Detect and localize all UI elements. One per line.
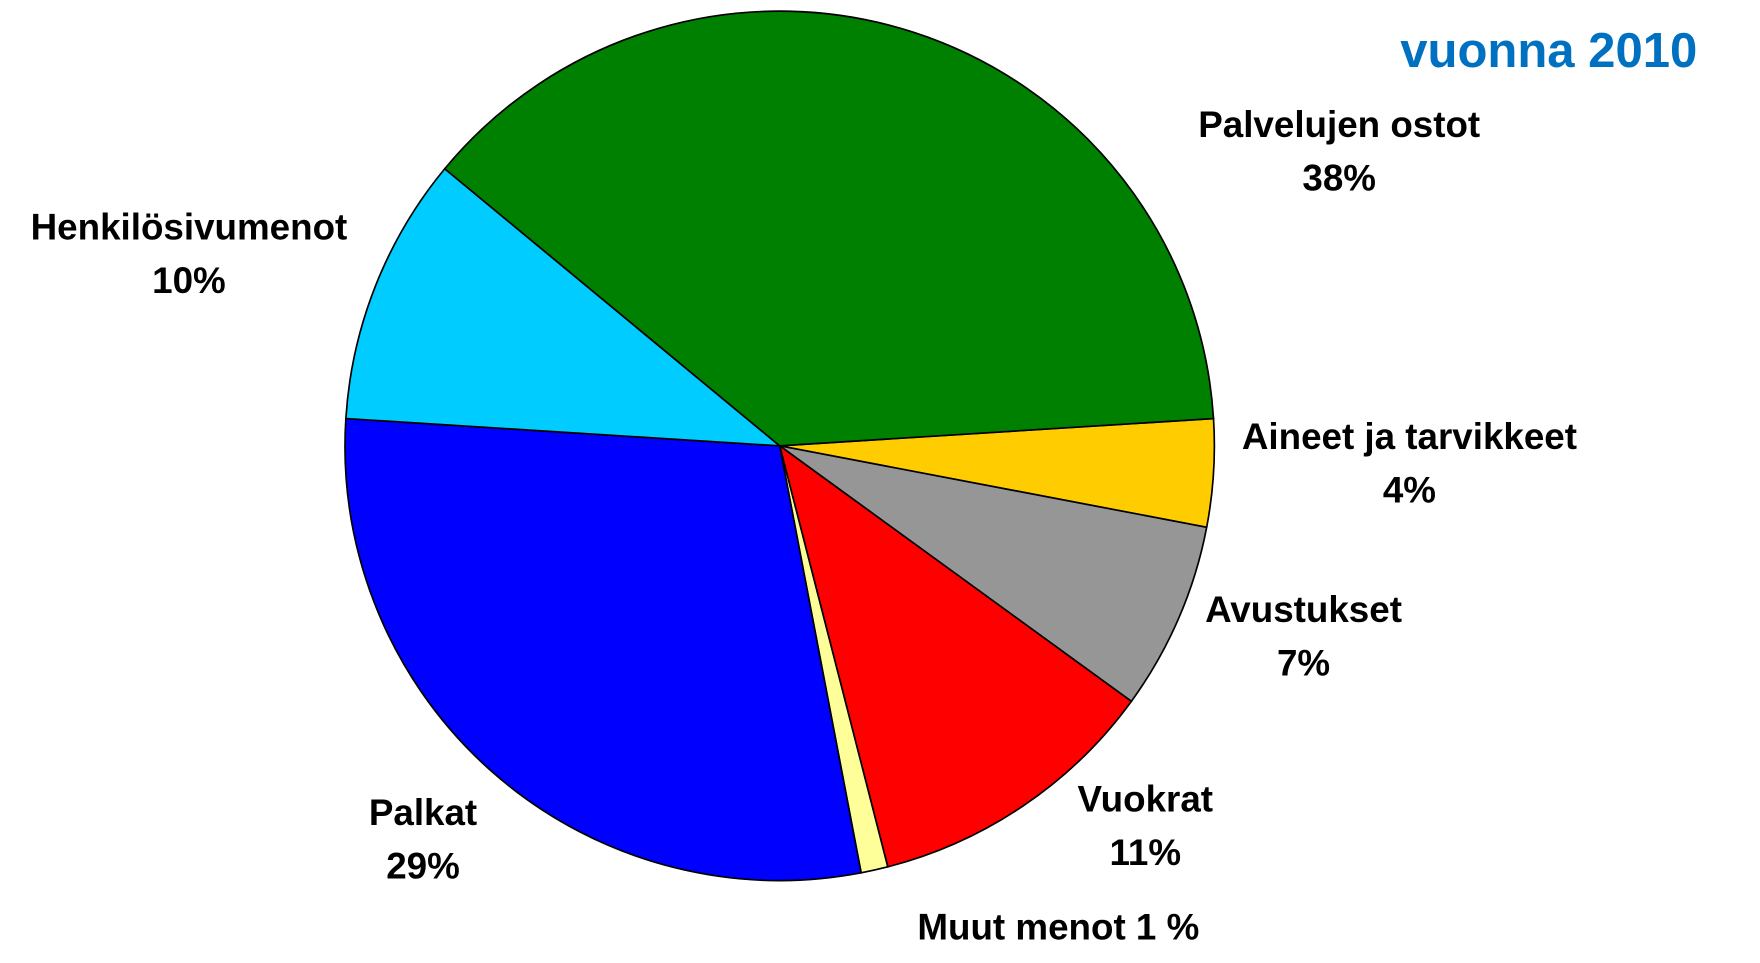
value-label: 10% bbox=[152, 260, 226, 301]
category-label: Aineet ja tarvikkeet bbox=[1242, 416, 1577, 457]
value-label: 1 % bbox=[1136, 907, 1199, 948]
value-label: 4% bbox=[1383, 470, 1436, 511]
chart-title: vuonna 2010 bbox=[1400, 24, 1697, 78]
category-label: Palkat bbox=[369, 792, 477, 833]
value-label: 11% bbox=[1109, 832, 1181, 873]
category-label: Vuokrat bbox=[1078, 778, 1214, 819]
pie-slice bbox=[344, 417, 863, 882]
pie-slice bbox=[778, 443, 1133, 868]
slice-label: Muut menot 1 % bbox=[917, 907, 1199, 948]
pie-slice bbox=[344, 167, 783, 447]
category-label: Palvelujen ostot bbox=[1198, 104, 1480, 145]
value-label: 29% bbox=[386, 845, 460, 886]
category-label: Muut menot bbox=[917, 907, 1125, 948]
value-label: 38% bbox=[1302, 158, 1376, 199]
value-label: 7% bbox=[1277, 642, 1330, 683]
category-label: Avustukset bbox=[1205, 589, 1402, 630]
pie-slice bbox=[779, 445, 1208, 703]
pie-slice bbox=[443, 10, 1215, 447]
category-label: Henkilösivumenot bbox=[31, 207, 348, 248]
